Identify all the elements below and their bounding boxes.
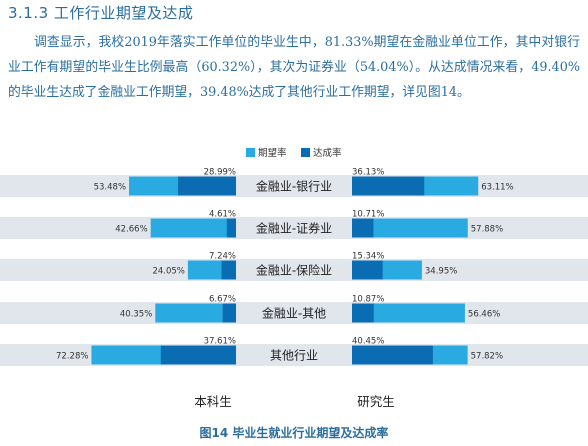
label-grad-achieve: 15.34% — [352, 252, 384, 262]
body-paragraph: 调查显示，我校2019年落实工作单位的毕业生中，81.33%期望在金融业单位工作… — [8, 35, 580, 100]
bar-undergrad-achieve — [221, 260, 236, 280]
group-label-grad: 研究生 — [357, 394, 395, 409]
label-undergrad-expect: 72.28% — [56, 352, 88, 362]
label-undergrad-achieve: 37.61% — [204, 337, 236, 347]
bar-undergrad-achieve — [222, 303, 236, 323]
label-grad-expect: 57.82% — [471, 352, 503, 362]
label-grad-achieve: 10.87% — [352, 295, 384, 305]
bar-undergrad-expect — [155, 303, 236, 323]
label-grad-expect: 57.88% — [471, 225, 503, 235]
bar-grad-achieve — [352, 345, 433, 365]
label-undergrad-achieve: 4.61% — [209, 210, 236, 220]
category-label: 金融业-保险业 — [256, 263, 332, 278]
label-grad-achieve: 40.45% — [352, 337, 384, 347]
label-grad-expect: 56.46% — [468, 310, 500, 320]
bar-grad-achieve — [352, 218, 374, 238]
bar-grad-achieve — [352, 303, 374, 323]
label-grad-achieve: 36.13% — [352, 168, 384, 178]
legend-swatch-achieve — [301, 148, 310, 157]
label-undergrad-expect: 40.35% — [120, 310, 152, 320]
figure-caption: 图14 毕业生就业行业期望及达成率 — [199, 426, 389, 440]
category-label: 其他行业 — [270, 349, 318, 363]
legend-label-expect: 期望率 — [258, 147, 287, 159]
label-undergrad-achieve: 6.67% — [209, 295, 236, 305]
label-undergrad-expect: 24.05% — [152, 267, 184, 277]
bar-undergrad-achieve — [160, 345, 236, 365]
category-label: 金融业-银行业 — [256, 179, 332, 194]
label-grad-achieve: 10.71% — [352, 210, 384, 220]
label-grad-expect: 34.95% — [425, 267, 457, 277]
bar-undergrad-achieve — [226, 218, 236, 238]
label-undergrad-achieve: 28.99% — [204, 168, 236, 178]
bar-grad-achieve — [352, 176, 425, 196]
bar-grad-expect — [352, 218, 468, 238]
legend-label-achieve: 达成率 — [313, 147, 342, 159]
label-grad-expect: 63.11% — [481, 183, 513, 193]
row-band — [0, 259, 588, 281]
group-label-undergrad: 本科生 — [194, 394, 232, 409]
bar-undergrad-achieve — [178, 176, 236, 196]
category-label: 金融业-证券业 — [256, 221, 332, 236]
label-undergrad-expect: 53.48% — [94, 183, 126, 193]
legend-swatch-expect — [246, 148, 255, 157]
label-undergrad-achieve: 7.24% — [209, 252, 236, 262]
bar-grad-expect — [352, 303, 465, 323]
section-title: 3.1.3 工作行业期望及达成 — [8, 4, 194, 22]
category-label: 金融业-其他 — [262, 306, 326, 321]
label-undergrad-expect: 42.66% — [115, 225, 147, 235]
bar-undergrad-expect — [150, 218, 236, 238]
bar-grad-achieve — [352, 260, 383, 280]
